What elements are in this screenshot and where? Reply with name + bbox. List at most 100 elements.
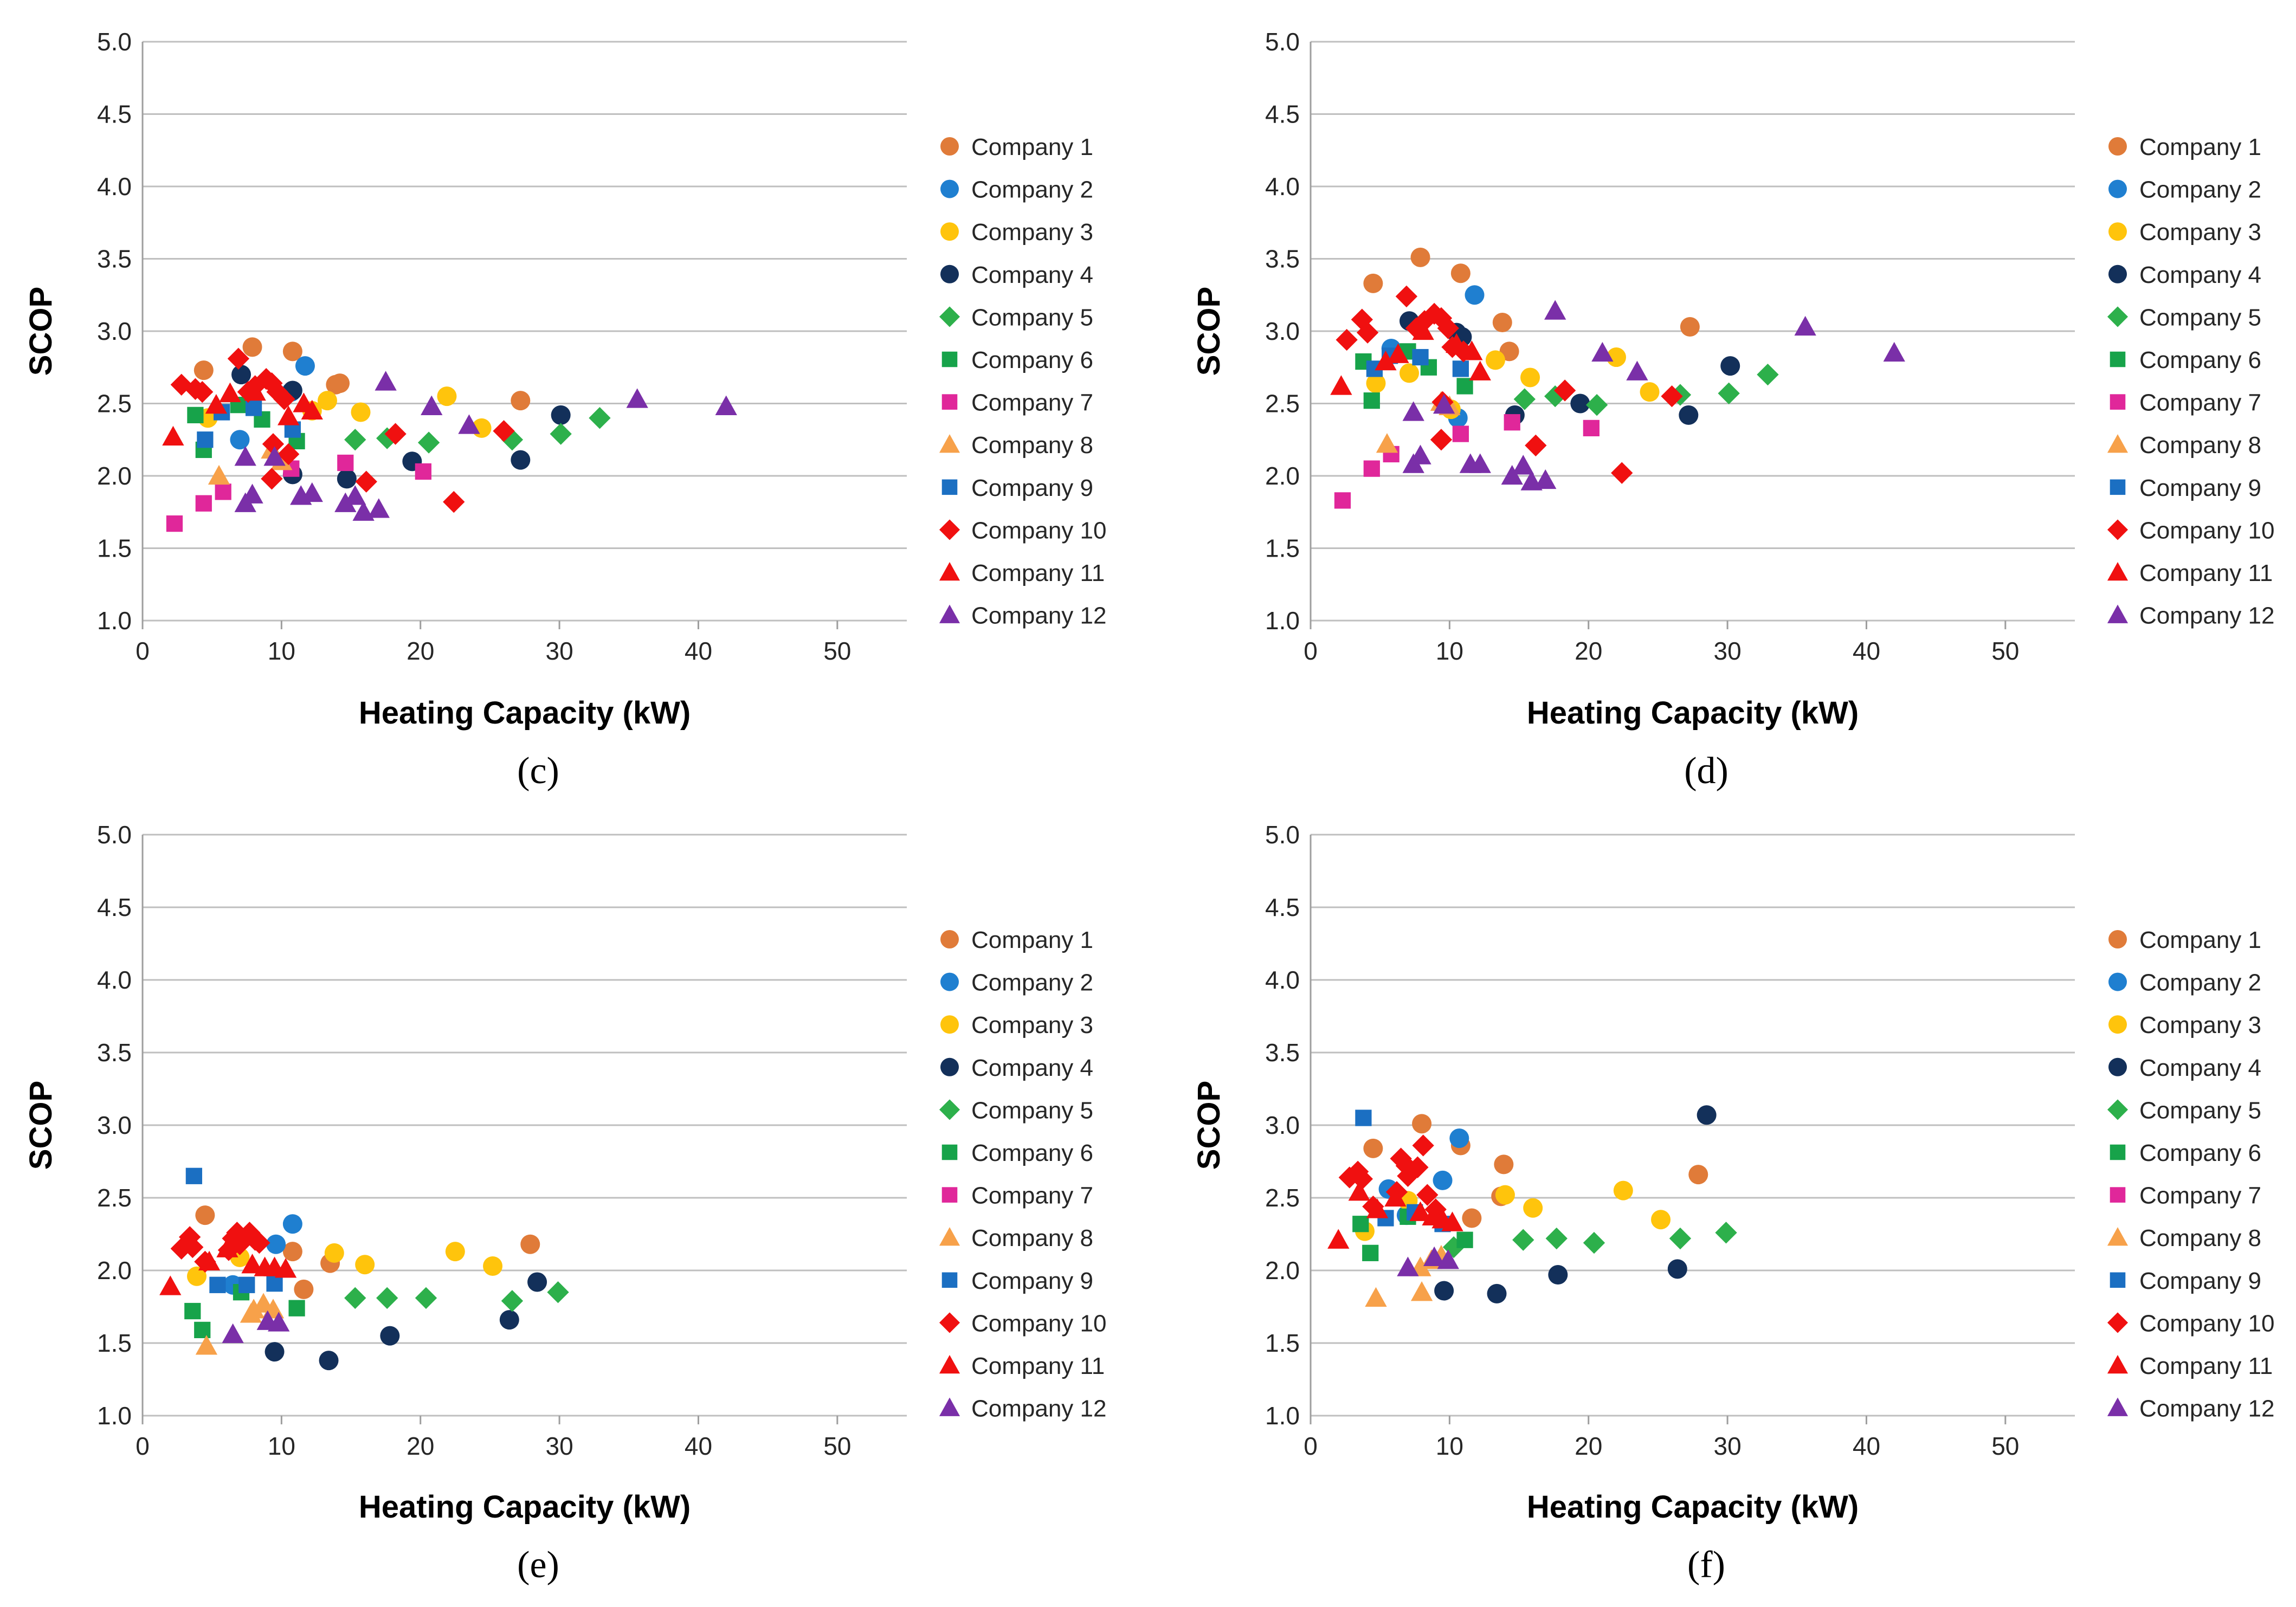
legend-marker	[2107, 1312, 2129, 1333]
legend-marker	[2107, 562, 2129, 581]
legend-marker	[939, 604, 960, 623]
data-point	[527, 1272, 547, 1292]
series-company-5	[344, 1281, 569, 1312]
data-point	[1583, 1231, 1605, 1254]
legend-marker	[940, 222, 959, 241]
series-company-7	[1334, 414, 1600, 509]
x-tick-label: 50	[823, 637, 851, 665]
legend: Company 1 Company 2 Company 3 Company 4 Comp…	[939, 927, 1106, 1422]
legend-marker	[2108, 1057, 2127, 1076]
legend-label: Company 7	[2139, 390, 2261, 416]
data-point	[344, 485, 366, 505]
series-company-11	[159, 1237, 297, 1295]
data-point	[375, 371, 397, 391]
legend-label: Company 1	[2139, 927, 2261, 953]
data-point	[1494, 1154, 1514, 1174]
legend-marker	[2107, 1227, 2129, 1246]
series-company-5	[1442, 1222, 1737, 1259]
data-point	[1375, 350, 1397, 371]
legend-label: Company 2	[971, 177, 1093, 203]
legend-marker	[2108, 972, 2127, 991]
data-point	[244, 380, 266, 401]
data-point	[551, 405, 571, 425]
data-point	[547, 1281, 569, 1303]
data-point	[1607, 347, 1626, 367]
data-point	[1667, 1259, 1687, 1279]
data-point	[380, 1326, 400, 1346]
y-tick-label: 4.0	[1265, 172, 1300, 201]
data-point	[1399, 363, 1420, 383]
data-point	[317, 391, 337, 411]
legend-label: Company 12	[971, 603, 1106, 629]
x-tick-label: 30	[1714, 1432, 1742, 1460]
data-point	[1501, 464, 1523, 485]
x-tick-label: 30	[546, 637, 573, 665]
legend-label: Company 8	[2139, 1225, 2261, 1251]
data-point	[1513, 388, 1536, 410]
y-tick-label: 2.0	[97, 462, 132, 490]
data-point	[1402, 401, 1424, 421]
data-point	[458, 414, 480, 434]
legend-label: Company 7	[2139, 1183, 2261, 1209]
data-point	[1499, 341, 1519, 362]
y-tick-label: 4.0	[97, 172, 132, 201]
data-point	[1352, 1216, 1369, 1232]
series-company-12	[1397, 1246, 1459, 1276]
y-tick-label: 3.5	[1265, 245, 1300, 273]
data-point	[215, 483, 231, 500]
legend-label: Company 10	[971, 517, 1106, 544]
panel-label: (d)	[1684, 750, 1729, 792]
data-point	[1591, 341, 1614, 362]
legend-marker	[2110, 1187, 2126, 1203]
data-point	[1384, 1186, 1407, 1207]
legend-marker	[2110, 351, 2126, 367]
series-company-4	[265, 1272, 547, 1371]
data-point	[187, 406, 204, 423]
legend-label: Company 8	[2139, 432, 2261, 459]
legend-marker	[941, 1144, 958, 1160]
series-company-1	[195, 1205, 540, 1299]
legend-label: Company 6	[971, 1140, 1093, 1166]
data-point	[1416, 1184, 1439, 1206]
data-point	[166, 515, 183, 532]
data-point	[185, 1167, 202, 1184]
data-point	[216, 1237, 238, 1257]
data-point	[1456, 1231, 1473, 1248]
data-point	[1757, 363, 1779, 386]
y-tick-label: 3.0	[97, 1111, 132, 1139]
data-point	[1534, 469, 1557, 489]
legend-label: Company 10	[2139, 517, 2274, 544]
y-tick-label: 1.0	[97, 606, 132, 635]
legend-marker	[2108, 930, 2127, 948]
data-point	[1351, 1168, 1373, 1190]
data-point	[263, 446, 286, 466]
data-point	[1366, 1198, 1389, 1218]
legend-label: Company 3	[2139, 1012, 2261, 1038]
data-point	[1613, 1180, 1633, 1201]
data-point	[355, 470, 377, 493]
y-tick-label: 3.0	[97, 317, 132, 345]
data-point	[1362, 1244, 1379, 1261]
legend-marker	[940, 137, 959, 156]
data-point	[1366, 373, 1386, 393]
data-point	[1680, 317, 1700, 337]
data-point	[227, 347, 250, 370]
data-point	[626, 388, 648, 408]
legend-marker	[939, 306, 960, 327]
data-point	[1469, 453, 1491, 473]
y-tick-label: 5.0	[97, 28, 132, 56]
y-tick-label: 2.5	[97, 390, 132, 418]
data-point	[242, 337, 262, 357]
y-tick-label: 1.5	[1265, 1329, 1300, 1357]
legend-marker	[2107, 519, 2129, 540]
y-tick-label: 2.0	[97, 1256, 132, 1285]
data-point	[355, 1255, 375, 1275]
y-tick-label: 1.5	[97, 534, 132, 563]
data-point	[1348, 1181, 1370, 1201]
x-tick-label: 40	[685, 637, 712, 665]
y-tick-label: 2.5	[1265, 390, 1300, 418]
legend-label: Company 11	[2139, 560, 2273, 586]
y-tick-label: 2.5	[97, 1184, 132, 1212]
data-point	[182, 1236, 204, 1259]
